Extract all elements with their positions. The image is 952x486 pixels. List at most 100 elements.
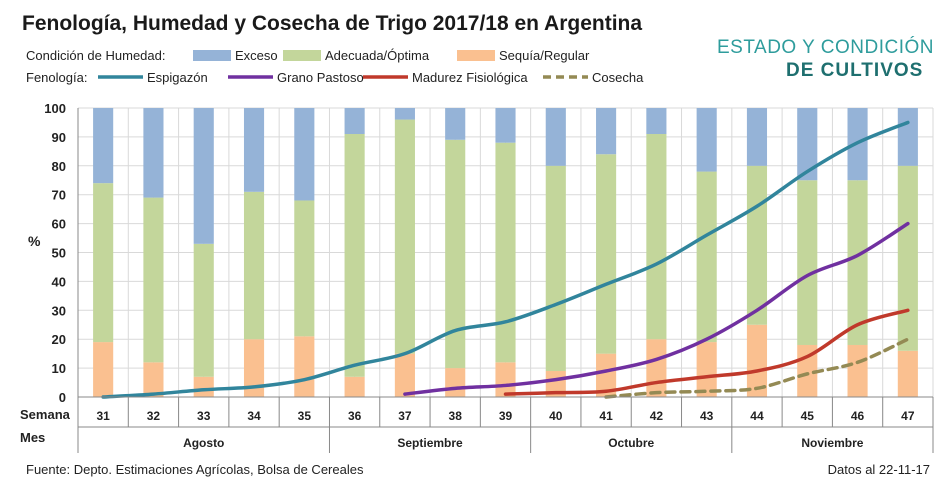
line-espigaz-n <box>101 120 910 399</box>
bar-adecuada-ptima-38 <box>445 139 466 369</box>
bars <box>93 108 918 397</box>
bar-adecuada-ptima-36 <box>344 134 365 377</box>
y-axis-label: % <box>28 233 41 249</box>
y-tick-label: 60 <box>52 217 66 232</box>
month-label: Noviembre <box>801 436 863 450</box>
bar-exceso-35 <box>294 108 315 201</box>
line-madurez-fisiol-gica <box>503 308 910 396</box>
x-tick-label: 41 <box>599 409 613 423</box>
bar-adecuada-ptima-33 <box>193 243 214 377</box>
bar-adecuada-ptima-37 <box>394 119 415 354</box>
bar-adecuada-ptima-35 <box>294 200 315 337</box>
bar-exceso-45 <box>797 108 818 181</box>
bar-adecuada-ptima-47 <box>897 165 918 351</box>
x-tick-label: 40 <box>549 409 563 423</box>
y-tick-label: 30 <box>52 303 66 318</box>
month-label: Agosto <box>183 436 224 450</box>
bar-exceso-38 <box>445 108 466 140</box>
y-tick-label: 100 <box>44 101 66 116</box>
y-tick-label: 20 <box>52 332 66 347</box>
bar-adecuada-ptima-39 <box>495 142 516 363</box>
bar-exceso-36 <box>344 108 365 135</box>
bar-exceso-41 <box>596 108 617 155</box>
bar-sequ-a-regular-34 <box>243 339 265 397</box>
x-tick-label: 44 <box>750 409 764 423</box>
x-tick-label: 31 <box>96 409 110 423</box>
x-tick-label: 38 <box>449 409 463 423</box>
bar-sequ-a-regular-36 <box>344 376 365 397</box>
legend-label: Adecuada/Óptima <box>325 48 430 63</box>
bar-adecuada-ptima-31 <box>93 183 114 343</box>
bar-sequ-a-regular-35 <box>294 336 315 397</box>
bar-exceso-33 <box>193 108 214 244</box>
bar-exceso-31 <box>93 108 114 184</box>
bar-adecuada-ptima-43 <box>696 171 717 343</box>
x-tick-label: 34 <box>247 409 261 423</box>
x-tick-label: 37 <box>398 409 412 423</box>
month-label: Octubre <box>608 436 654 450</box>
bar-adecuada-ptima-45 <box>797 180 818 345</box>
bar-exceso-37 <box>394 108 415 120</box>
y-tick-label: 40 <box>52 274 66 289</box>
line-grano-pastoso <box>403 221 910 396</box>
y-tick-label: 80 <box>52 159 66 174</box>
x-tick-label: 47 <box>901 409 915 423</box>
x-tick-label: 35 <box>298 409 312 423</box>
bar-sequ-a-regular-31 <box>93 342 114 397</box>
bar-exceso-32 <box>143 108 164 198</box>
month-label: Septiembre <box>397 436 463 450</box>
axes: 0 10 20 30 40 50 60 70 80 90 100 31 32 33 34 35 36 37 38 39… <box>44 101 934 453</box>
month-row-label: Mes <box>20 430 45 445</box>
bar-sequ-a-regular-43 <box>696 342 717 397</box>
bar-adecuada-ptima-44 <box>746 165 768 325</box>
x-tick-label: 42 <box>650 409 664 423</box>
bar-sequ-a-regular-42 <box>646 339 667 397</box>
x-tick-label: 32 <box>147 409 161 423</box>
bar-adecuada-ptima-34 <box>243 191 265 340</box>
legend-phenology-label: Fenología: <box>26 70 87 85</box>
bar-adecuada-ptima-32 <box>143 197 164 363</box>
bar-exceso-34 <box>243 108 265 192</box>
footer-source: Fuente: Depto. Estimaciones Agrícolas, B… <box>26 462 364 477</box>
legend-label: Madurez Fisiológica <box>412 70 528 85</box>
legend-swatch <box>457 50 495 61</box>
bar-exceso-39 <box>495 108 516 143</box>
x-tick-label: 45 <box>801 409 815 423</box>
legend-label: Espigazón <box>147 70 208 85</box>
legend-label: Cosecha <box>592 70 644 85</box>
legend-swatch <box>283 50 321 61</box>
bar-sequ-a-regular-33 <box>193 376 214 397</box>
bar-sequ-a-regular-37 <box>394 353 415 397</box>
bar-adecuada-ptima-42 <box>646 134 667 340</box>
week-row-label: Semana <box>20 407 71 422</box>
bar-adecuada-ptima-46 <box>847 180 868 345</box>
bar-sequ-a-regular-47 <box>897 350 918 397</box>
x-tick-label: 46 <box>851 409 865 423</box>
legend-humidity-label: Condición de Humedad: <box>26 48 165 63</box>
legend: Exceso Adecuada/Óptima Sequía/Regular Espig… <box>98 48 644 85</box>
bar-sequ-a-regular-39 <box>495 362 516 397</box>
bar-sequ-a-regular-44 <box>746 324 768 397</box>
bar-exceso-42 <box>646 108 667 135</box>
bar-sequ-a-regular-41 <box>596 353 617 397</box>
lines <box>101 120 910 399</box>
chart-title: Fenología, Humedad y Cosecha de Trigo 20… <box>22 12 642 35</box>
bar-sequ-a-regular-46 <box>847 344 868 397</box>
y-tick-label: 50 <box>52 246 66 261</box>
y-tick-label: 0 <box>59 390 66 405</box>
bar-adecuada-ptima-41 <box>596 154 617 354</box>
bar-exceso-44 <box>746 108 768 166</box>
legend-label: Grano Pastoso <box>277 70 364 85</box>
x-tick-label: 39 <box>499 409 513 423</box>
logo-line1: ESTADO Y CONDICIÓN <box>717 36 934 58</box>
y-tick-label: 10 <box>52 361 66 376</box>
bar-sequ-a-regular-38 <box>445 368 466 397</box>
x-tick-label: 33 <box>197 409 211 423</box>
x-tick-label: 36 <box>348 409 362 423</box>
footer-date: Datos al 22-11-17 <box>828 462 930 477</box>
bar-sequ-a-regular-32 <box>143 362 164 397</box>
legend-label: Sequía/Regular <box>499 48 590 63</box>
y-tick-label: 70 <box>52 188 66 203</box>
